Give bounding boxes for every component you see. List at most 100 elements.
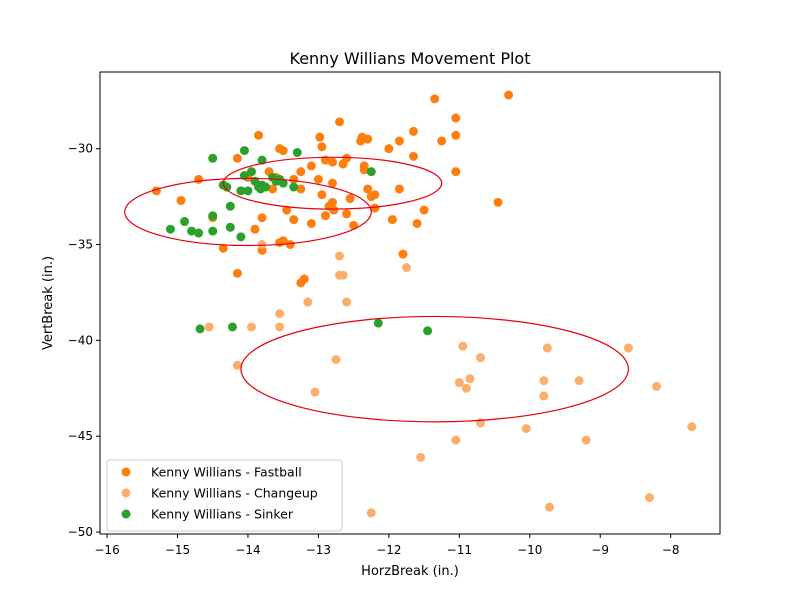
data-point (194, 228, 204, 238)
data-point (225, 201, 235, 211)
data-point (310, 387, 320, 397)
data-point (246, 167, 256, 177)
x-tick-label: −11 (447, 543, 472, 557)
data-point (227, 322, 237, 332)
data-point (394, 184, 404, 194)
data-point (313, 174, 323, 184)
data-point (401, 263, 411, 273)
data-point (278, 146, 288, 156)
data-point (342, 153, 352, 163)
data-point (243, 186, 253, 196)
data-point (296, 184, 306, 194)
data-point (545, 502, 554, 512)
data-point (306, 161, 316, 171)
legend-label: Kenny Willians - Fastball (151, 465, 302, 480)
data-point (250, 224, 260, 234)
data-point (645, 493, 655, 503)
data-point (345, 194, 355, 204)
data-point (278, 236, 288, 246)
x-tick-label: −8 (662, 543, 680, 557)
data-point (257, 213, 267, 223)
data-point (451, 113, 461, 123)
y-tick-label: −30 (68, 142, 93, 156)
data-point (451, 435, 461, 445)
data-point (359, 165, 369, 175)
x-tick-label: −13 (306, 543, 331, 557)
data-point (218, 243, 228, 253)
data-point (285, 240, 295, 250)
data-point (454, 378, 464, 388)
ellipse-layer (124, 156, 630, 423)
data-point (289, 182, 299, 192)
y-tick-label: −35 (68, 238, 93, 252)
data-point (423, 326, 433, 336)
data-point (430, 94, 440, 104)
data-point (208, 153, 218, 163)
data-point (320, 211, 330, 221)
data-point (373, 318, 383, 328)
data-point (370, 203, 380, 213)
data-point (239, 171, 249, 181)
axes-frame (99, 71, 721, 535)
data-point (246, 322, 256, 332)
legend-label: Kenny Willians - Changeup (151, 486, 318, 501)
data-point (261, 182, 271, 192)
data-point (232, 268, 242, 278)
data-point (289, 174, 299, 184)
legend-label: Kenny Willians - Sinker (151, 507, 294, 522)
legend-marker (121, 509, 131, 519)
data-point (574, 376, 584, 386)
data-point (331, 355, 341, 365)
data-point (194, 174, 204, 184)
series-1 (204, 240, 697, 518)
data-point (208, 226, 218, 236)
y-axis-label: VertBreak (in.) (41, 256, 56, 350)
data-point (370, 190, 380, 200)
legend-box (106, 459, 343, 532)
data-point (317, 190, 327, 200)
x-tick-label: −12 (376, 543, 401, 557)
x-axis: −16 −15 −14 −13 −12 −11 −10 −9 −8 (94, 534, 680, 557)
legend-marker (121, 488, 131, 498)
data-point (328, 197, 337, 207)
data-point (387, 215, 397, 225)
data-point (542, 343, 552, 353)
data-point (282, 205, 292, 215)
data-point (328, 178, 337, 188)
data-point (451, 130, 461, 140)
data-point (268, 184, 278, 194)
data-point (165, 224, 175, 234)
x-tick-label: −14 (235, 543, 260, 557)
data-point (225, 222, 235, 232)
data-point (292, 148, 302, 158)
data-point (398, 249, 408, 259)
data-point (539, 391, 549, 401)
data-point (451, 167, 461, 177)
data-point (652, 381, 662, 391)
plot-area (151, 90, 697, 518)
data-point (236, 186, 246, 196)
y-tick-label: −40 (68, 333, 93, 347)
data-point (465, 374, 475, 384)
data-point (366, 508, 376, 518)
data-point (187, 226, 197, 236)
y-axis: −50 −45 −40 −35 −30 (68, 142, 100, 539)
data-point (475, 418, 485, 428)
data-point (208, 211, 218, 221)
data-point (299, 274, 309, 284)
data-point (461, 383, 471, 393)
data-point (458, 341, 468, 351)
confidence-ellipse-2 (240, 315, 630, 423)
data-point (278, 178, 288, 188)
data-point (275, 322, 285, 332)
data-point (232, 360, 242, 370)
data-point (195, 324, 205, 334)
data-point (366, 167, 376, 177)
data-point (363, 184, 373, 194)
data-point (539, 376, 549, 386)
data-point (303, 297, 313, 307)
data-point (384, 144, 394, 154)
data-point (239, 146, 249, 156)
data-point (328, 157, 337, 167)
